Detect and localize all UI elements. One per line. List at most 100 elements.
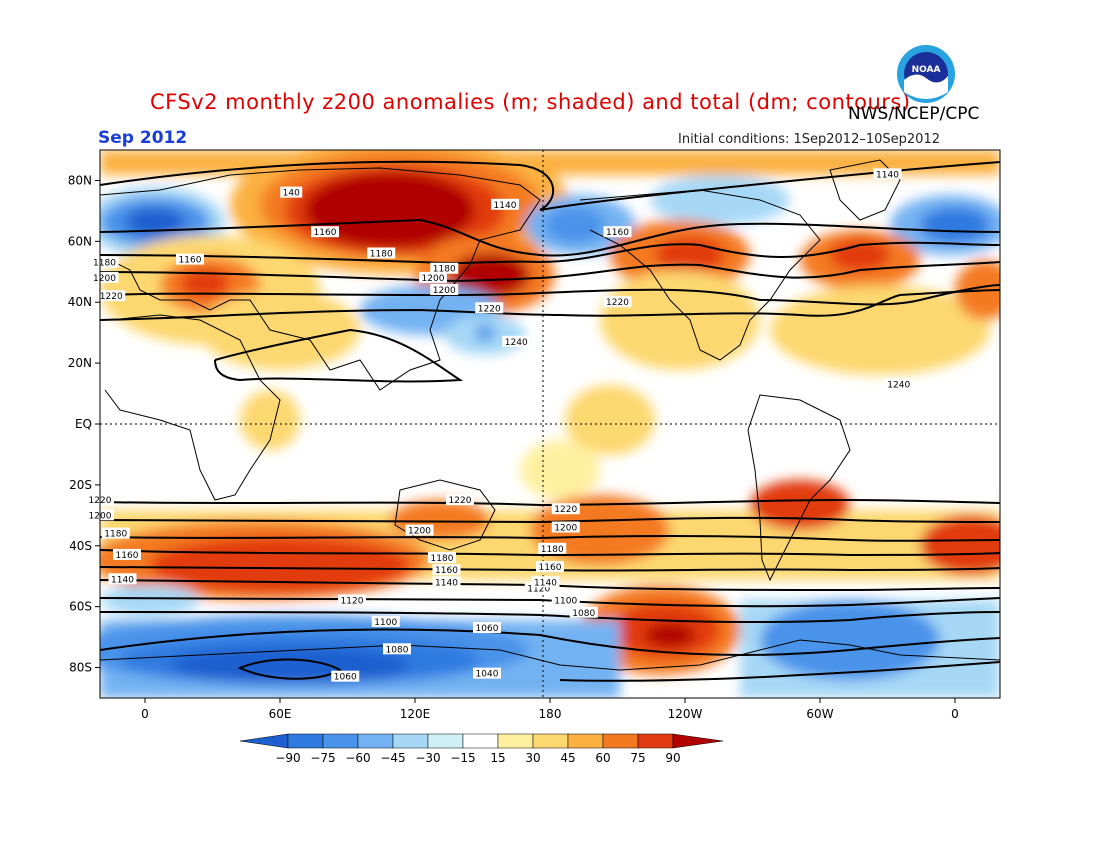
contour-label: 1160	[314, 228, 337, 238]
contour-label: 1220	[554, 505, 577, 515]
colorbar-label: 15	[490, 751, 505, 765]
contour-label-bg	[371, 615, 400, 627]
contour-label: 1240	[887, 380, 910, 390]
lat-label: 40N	[68, 295, 92, 309]
latitude-axis: 80N 60N 40N 20N EQ 20S 40S 60S 80S	[68, 173, 100, 675]
colorbar-swatch	[287, 733, 324, 749]
colorbar-arrow-right	[672, 733, 724, 749]
colorbar-label: −60	[345, 751, 370, 765]
contour-label-bg	[428, 551, 456, 563]
contour-label-bg	[473, 667, 501, 679]
colorbar-label: 60	[595, 751, 610, 765]
contour-label-bg	[551, 594, 580, 606]
contour-label: 1180	[93, 259, 116, 269]
lat-label: 20N	[68, 356, 92, 370]
colorbar-arrow-left	[239, 733, 289, 749]
noaa-logo: NOAA	[897, 45, 955, 103]
lat-label: 80N	[68, 173, 92, 187]
colorbar-swatch	[532, 733, 569, 749]
lon-label: 120E	[400, 707, 431, 721]
contour-label-bg	[405, 524, 434, 536]
colorbar-label: −45	[380, 751, 405, 765]
lat-label: 60S	[69, 600, 92, 614]
contour-label: 1140	[111, 575, 134, 585]
contour-label: 1200	[408, 527, 431, 537]
contour-label: 1180	[370, 250, 393, 260]
lat-label: 40S	[69, 539, 92, 553]
contour-label: 1180	[431, 554, 454, 564]
map-grid	[100, 150, 1000, 698]
contour-label-bg	[491, 198, 519, 210]
contour-label-bg	[176, 253, 204, 265]
contour-label-bg	[536, 561, 564, 573]
contour-label: 1220	[100, 292, 123, 302]
contour-label-bg	[884, 378, 913, 390]
contour-label-bg	[873, 168, 902, 180]
contour-label-bg	[432, 564, 461, 576]
colorbar-swatch	[497, 733, 534, 749]
colorbar: −90 −75 −60 −45 −30 −15 15 30 45 60 75 90	[239, 733, 724, 765]
contour-label-bg	[603, 296, 632, 308]
contour-label-bg	[331, 670, 360, 682]
contour-label: 1180	[541, 545, 564, 555]
contour-label-bg	[108, 573, 137, 585]
contour-label-bg	[383, 643, 411, 655]
contour-label: 1160	[116, 551, 139, 561]
agency-credit: NWS/NCEP/CPC	[848, 104, 980, 124]
forecast-month: Sep 2012	[98, 128, 188, 148]
contour-label-bg	[311, 226, 339, 238]
contour-label: 1200	[422, 274, 445, 284]
colorbar-swatch	[357, 733, 394, 749]
contour-label-bg	[280, 186, 303, 198]
lat-label: 60N	[68, 234, 92, 248]
contour-label-bg	[367, 247, 396, 259]
contour-label: 1200	[554, 524, 577, 534]
colorbar-swatch	[602, 733, 639, 749]
longitude-axis: 0 60E 120E 180 120W 60W 0	[141, 698, 959, 721]
contour-label: 1040	[476, 670, 499, 680]
colorbar-label: 75	[630, 751, 645, 765]
contour-label-bg	[538, 542, 567, 554]
contour-label: 1200	[93, 274, 116, 284]
colorbar-swatch	[462, 733, 499, 749]
contour-label: 1100	[374, 618, 397, 628]
contour-label-bg	[569, 606, 598, 618]
contour-label: 1160	[606, 228, 629, 238]
noaa-logo-text: NOAA	[912, 65, 941, 75]
contour-label-bg	[430, 262, 459, 274]
lon-label: 60W	[806, 707, 833, 721]
contour-label: 1220	[449, 496, 472, 506]
contour-label-bg	[97, 290, 126, 302]
contour-label: 1080	[386, 645, 409, 655]
contour-label-bg	[531, 576, 560, 588]
colorbar-label: 45	[560, 751, 575, 765]
contour-label: 1160	[179, 256, 202, 266]
colorbar-label: −90	[275, 751, 300, 765]
colorbar-label: −30	[415, 751, 440, 765]
contour-label-bg	[502, 335, 531, 347]
contour-label-bg	[90, 271, 119, 283]
colorbar-swatch	[392, 733, 429, 749]
lat-label: EQ	[75, 417, 92, 431]
lat-label: 20S	[69, 478, 92, 492]
chart-title: CFSv2 monthly z200 anomalies (m; shaded)…	[150, 90, 911, 114]
contour-label-bg	[432, 576, 461, 588]
contour-label: 1140	[876, 170, 899, 180]
contour-label: 1180	[433, 265, 456, 275]
contour-label-bg	[338, 594, 366, 606]
contour-label-bg	[101, 527, 130, 539]
contour-label: 1220	[606, 298, 629, 308]
contour-label-bg	[524, 582, 553, 594]
colorbar-swatch	[637, 733, 674, 749]
contour-label: 1120	[527, 584, 550, 594]
lon-label: 120W	[668, 707, 703, 721]
contour-label-bg	[446, 494, 474, 506]
contour-label-bg	[475, 302, 504, 314]
colorbar-label: −75	[310, 751, 335, 765]
contour-label: 1220	[478, 304, 501, 314]
lat-label: 80S	[69, 661, 92, 675]
contour-label: 1120	[341, 597, 364, 607]
contour-label-bg	[430, 284, 459, 296]
contour-label-bg	[90, 256, 119, 268]
